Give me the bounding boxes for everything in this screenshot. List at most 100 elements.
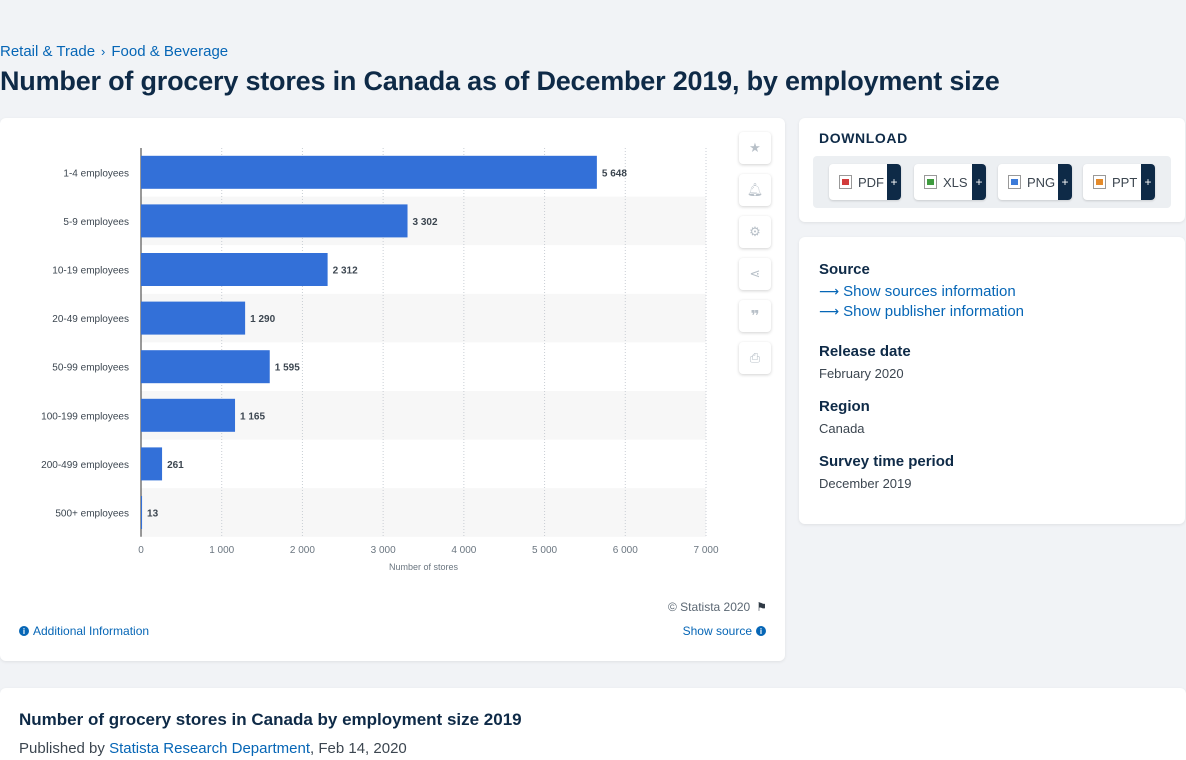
row-band: [141, 488, 706, 537]
download-xls-button[interactable]: XLS +: [914, 164, 986, 200]
cite-button[interactable]: ❞: [739, 300, 771, 332]
data-label: 5 648: [602, 168, 627, 179]
data-label: 13: [147, 509, 159, 520]
show-sources-label: Show sources information: [843, 283, 1016, 300]
xls-label: XLS: [943, 174, 968, 190]
x-tick-label: 0: [138, 545, 144, 556]
show-source-link[interactable]: Show source i: [683, 624, 766, 638]
info-icon: i: [19, 626, 29, 636]
breadcrumb-retail-trade[interactable]: Retail & Trade: [0, 43, 96, 60]
show-source-label: Show source: [682, 624, 752, 638]
pdf-label: PDF: [858, 174, 884, 190]
published-prefix: Published by: [19, 740, 105, 757]
png-label: PNG: [1027, 174, 1056, 190]
download-png-button[interactable]: PNG +: [998, 164, 1072, 200]
page-title: Number of grocery stores in Canada as of…: [0, 66, 1000, 96]
plus-icon: +: [887, 164, 901, 200]
bar: [141, 350, 270, 384]
data-label: 2 312: [333, 266, 358, 277]
bar: [141, 155, 597, 189]
alert-button[interactable]: 🔔︎: [739, 174, 771, 206]
breadcrumb: Retail & Trade › Food & Beverage: [0, 43, 228, 60]
ppt-label: PPT: [1112, 174, 1138, 190]
survey-period-label: Survey time period: [819, 453, 955, 470]
additional-info-label: Additional Information: [33, 624, 150, 638]
plus-icon: +: [1141, 164, 1155, 200]
download-title: DOWNLOAD: [819, 130, 908, 146]
x-tick-label: 7 000: [693, 545, 718, 556]
category-label: 20-49 employees: [52, 314, 129, 325]
xls-file-icon: [924, 175, 937, 189]
settings-button[interactable]: ⚙: [739, 216, 771, 248]
row-band: [141, 391, 706, 440]
chart-card: 0 1 000 2 000 3 000 4 000 5 000 6 000 7 000 5 64…: [0, 118, 785, 661]
release-date-block: Release date February 2020: [819, 343, 911, 381]
copyright-text: © Statista 2020: [668, 600, 751, 614]
category-label: 500+ employees: [55, 509, 129, 520]
ppt-file-icon: [1093, 175, 1106, 189]
download-ppt-button[interactable]: PPT +: [1083, 164, 1155, 200]
data-label: 1 165: [240, 411, 265, 422]
plus-icon: +: [972, 164, 986, 200]
data-label: 3 302: [413, 217, 438, 228]
show-publisher-label: Show publisher information: [843, 303, 1025, 320]
bar: [141, 204, 408, 238]
share-icon: ⋖: [749, 266, 761, 281]
survey-period-value: December 2019: [819, 476, 912, 491]
region-label: Region: [819, 398, 870, 415]
category-label: 50-99 employees: [52, 363, 129, 374]
statistic-summary-card: Number of grocery stores in Canada by em…: [0, 688, 1186, 760]
additional-info-link[interactable]: i Additional Information: [19, 624, 149, 638]
png-file-icon: [1008, 175, 1021, 189]
x-axis-title: Number of stores: [389, 562, 459, 572]
bar: [141, 253, 328, 286]
source-block: Source ⟶ Show sources information ⟶ Show…: [819, 261, 1024, 320]
bar: [141, 496, 143, 529]
star-icon: ★: [749, 140, 761, 155]
x-tick-label: 1 000: [209, 545, 234, 556]
publisher-link[interactable]: Statista Research Department: [109, 740, 311, 757]
gear-icon: ⚙: [749, 224, 761, 239]
arrow-right-icon: ⟶: [819, 303, 840, 319]
x-tick-label: 2 000: [290, 545, 315, 556]
source-label: Source: [819, 261, 870, 278]
region-value: Canada: [819, 421, 865, 436]
show-publisher-link[interactable]: ⟶ Show publisher information: [819, 303, 1024, 320]
chart-toolbar: ★ 🔔︎ ⚙ ⋖ ❞ ⎙: [739, 132, 771, 384]
breadcrumb-separator: ›: [101, 44, 106, 59]
statistic-title: Number of grocery stores in Canada by em…: [19, 710, 522, 729]
category-label: 100-199 employees: [41, 411, 129, 422]
print-button[interactable]: ⎙: [739, 342, 771, 374]
download-buttons: PDF + XLS + PNG + PPT +: [813, 156, 1171, 208]
quote-icon: ❞: [750, 308, 760, 325]
info-icon: i: [756, 626, 766, 636]
data-label: 1 290: [250, 314, 275, 325]
region-block: Region Canada: [819, 398, 870, 436]
share-button[interactable]: ⋖: [739, 258, 771, 290]
plus-icon: +: [1058, 164, 1072, 200]
copyright: © Statista 2020 ⚑: [668, 600, 767, 614]
x-tick-label: 3 000: [371, 545, 396, 556]
bar: [141, 398, 236, 432]
bar: [141, 301, 246, 335]
bar-chart: 0 1 000 2 000 3 000 4 000 5 000 6 000 7 000 5 64…: [41, 148, 719, 572]
breadcrumb-food-beverage[interactable]: Food & Beverage: [111, 43, 229, 60]
release-date-value: February 2020: [819, 366, 904, 381]
download-pdf-button[interactable]: PDF +: [829, 164, 901, 200]
statistic-details-card: Source ⟶ Show sources information ⟶ Show…: [799, 237, 1185, 524]
category-label: 5-9 employees: [63, 217, 129, 228]
download-card: DOWNLOAD PDF + XLS + PNG + PPT +: [799, 118, 1185, 222]
x-tick-label: 4 000: [451, 545, 476, 556]
release-date-label: Release date: [819, 343, 911, 360]
print-icon: ⎙: [749, 350, 761, 365]
favorite-button[interactable]: ★: [739, 132, 771, 164]
survey-period-block: Survey time period December 2019: [819, 453, 954, 491]
pdf-file-icon: [839, 175, 852, 189]
flag-icon[interactable]: ⚑: [756, 600, 767, 614]
data-label: 1 595: [275, 363, 300, 374]
bar: [141, 447, 163, 481]
category-label: 200-499 employees: [41, 460, 129, 471]
category-label: 1-4 employees: [63, 168, 129, 179]
arrow-right-icon: ⟶: [819, 283, 840, 299]
show-sources-link[interactable]: ⟶ Show sources information: [819, 283, 1024, 300]
